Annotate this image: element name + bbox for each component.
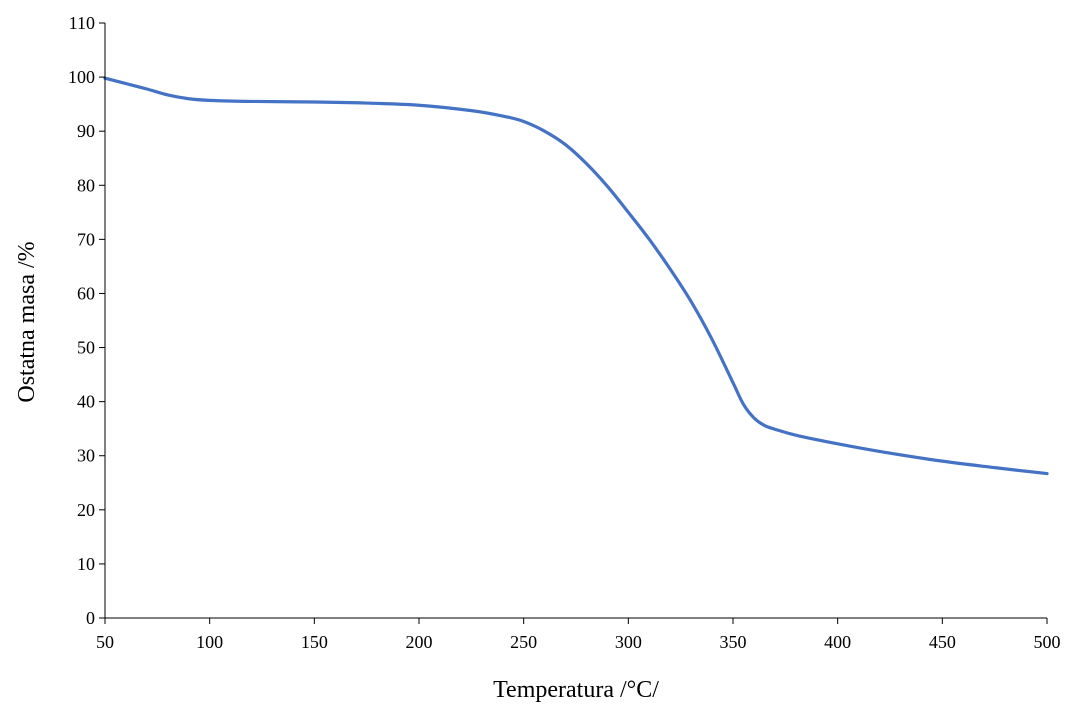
- x-tick-label: 450: [929, 632, 956, 652]
- x-tick-label: 400: [824, 632, 851, 652]
- y-tick-label: 0: [86, 608, 95, 628]
- x-tick-label: 500: [1034, 632, 1061, 652]
- x-tick-label: 250: [510, 632, 537, 652]
- y-tick-label: 110: [69, 13, 95, 33]
- y-axis-title: Ostatna masa /%: [14, 241, 40, 402]
- x-tick-label: 100: [196, 632, 223, 652]
- y-tick-label: 80: [77, 175, 95, 195]
- y-tick-label: 10: [77, 554, 95, 574]
- y-ticks: 0 10 20 30 40 50 60 70 80 90 100 110: [68, 13, 105, 628]
- x-tick-label: 300: [615, 632, 642, 652]
- x-tick-label: 50: [96, 632, 114, 652]
- y-tick-label: 60: [77, 283, 95, 303]
- x-tick-label: 350: [720, 632, 747, 652]
- x-tick-label: 150: [301, 632, 328, 652]
- x-tick-label: 200: [406, 632, 433, 652]
- curve-layer: [103, 76, 1049, 476]
- y-tick-label: 20: [77, 500, 95, 520]
- y-tick-label: 70: [77, 229, 95, 249]
- y-tick-label: 100: [68, 67, 95, 87]
- y-tick-label: 90: [77, 121, 95, 141]
- x-ticks: 50 100 150 200 250 300 350 400 450 500: [96, 618, 1061, 652]
- y-tick-label: 30: [77, 446, 95, 466]
- series-line: [103, 76, 1049, 476]
- y-tick-label: 50: [77, 338, 95, 358]
- x-axis-title: Temperatura /°C/: [493, 677, 659, 703]
- y-tick-label: 40: [77, 392, 95, 412]
